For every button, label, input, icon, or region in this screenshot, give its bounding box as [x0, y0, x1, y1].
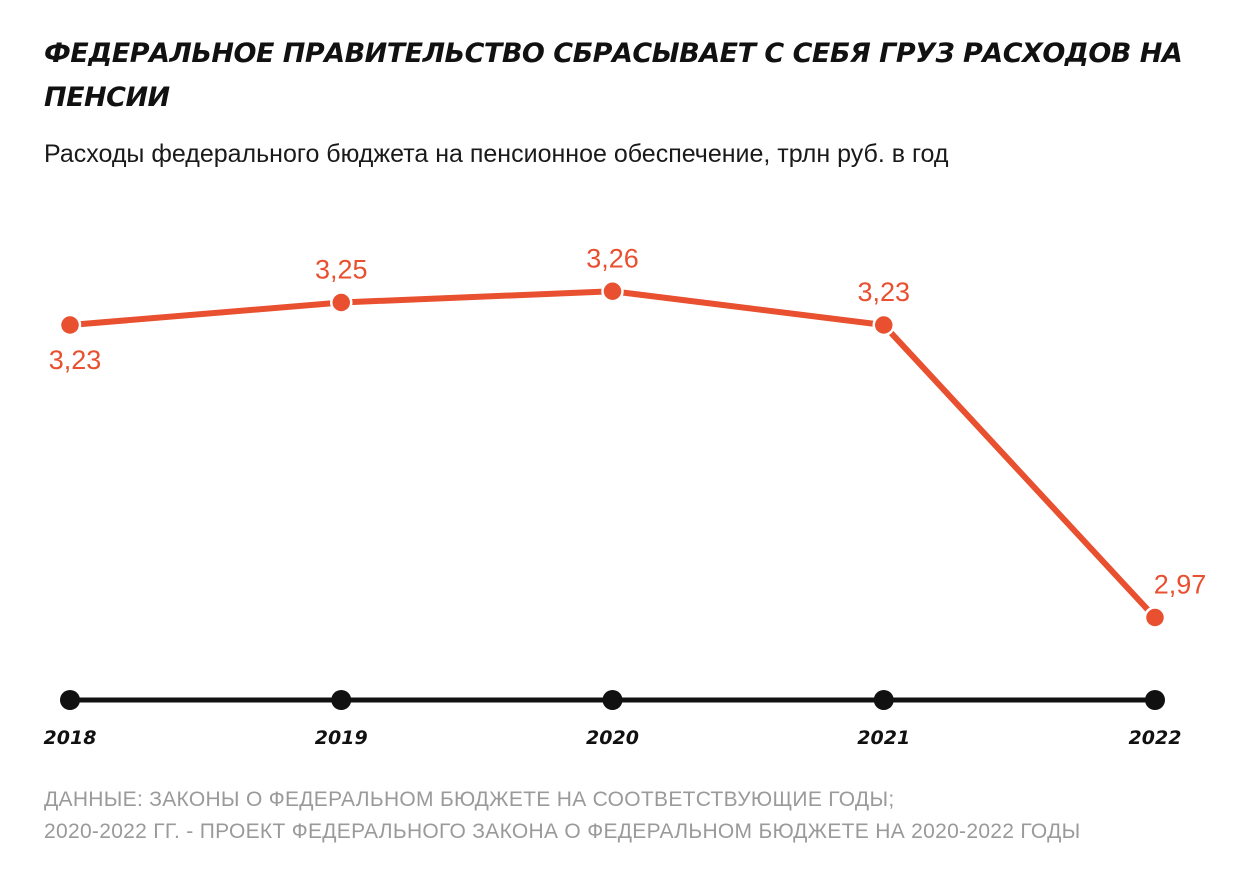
x-axis-tick-2022 — [1145, 690, 1165, 710]
x-tick-label-2019: 2019 — [315, 727, 368, 749]
data-label-2020: 3,26 — [586, 243, 639, 273]
data-point-2019 — [330, 291, 353, 314]
x-axis-tick-2019 — [331, 690, 352, 710]
x-tick-label-2021: 2021 — [857, 727, 910, 749]
x-axis-tick-2018 — [60, 690, 80, 710]
x-tick-label-2020: 2020 — [586, 727, 639, 749]
series-line — [67, 288, 1158, 621]
line-chart: 2018 2019 2020 2021 2022 3,23 3,25 3,26 3,23 2,9… — [44, 243, 1207, 749]
data-point-2018 — [58, 313, 82, 337]
source-line-1: ДАННЫЕ: ЗАКОНЫ О ФЕДЕРАЛЬНОМ БЮДЖЕТЕ НА … — [44, 788, 895, 811]
chart-title: ФЕДЕРАЛЬНОЕ ПРАВИТЕЛЬСТВО СБРАСЫВАЕТ С С… — [44, 38, 1183, 113]
data-label-2019: 3,25 — [315, 255, 368, 285]
x-tick-label-2022: 2022 — [1129, 727, 1182, 749]
x-axis-tick-2020 — [602, 690, 623, 710]
source-line-2: 2020-2022 ГГ. - ПРОЕКТ ФЕДЕРАЛЬНОГО ЗАКО… — [44, 820, 1081, 843]
x-tick-label-2018: 2018 — [44, 727, 97, 749]
chart-subtitle: Расходы федерального бюджета на пенсионн… — [44, 140, 949, 168]
x-axis-tick-2021 — [873, 690, 894, 710]
data-label-2022: 2,97 — [1154, 570, 1207, 600]
source-note: ДАННЫЕ: ЗАКОНЫ О ФЕДЕРАЛЬНОМ БЮДЖЕТЕ НА … — [44, 784, 1214, 848]
data-label-2018: 3,23 — [49, 345, 102, 375]
data-label-2021: 3,23 — [857, 277, 910, 307]
data-point-2021 — [872, 313, 895, 337]
data-point-2022 — [1143, 606, 1167, 629]
data-point-2020 — [601, 280, 624, 303]
